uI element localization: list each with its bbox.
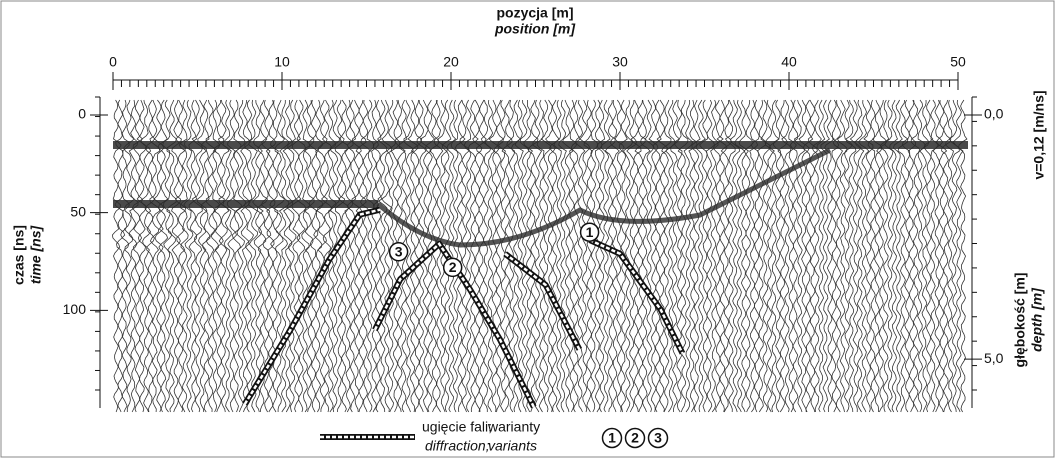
y-tick-label: 100 [63,301,87,317]
y-tick-label: 0 [78,106,86,122]
subtitle: position [m] [494,21,576,37]
legend-entry: 3 [654,430,662,446]
y2-label-en: depth [m] [1029,287,1045,352]
variant-label: 2 [449,259,457,275]
variant-label: 3 [395,243,403,259]
y-label-en: time [ns] [28,224,44,284]
y2-tick-label: 0,0 [984,106,1004,122]
reflector [113,200,378,208]
y2-tick-label: 5,0 [984,350,1004,366]
legend-label-en: diffraction; [425,438,490,454]
figure: pozycja [m] position [m] czas [ns] time … [0,0,1055,458]
x-tick-label: 0 [109,54,117,70]
velocity-label: v=0,12 [m/ns] [1031,90,1047,179]
variant-label: 1 [586,224,594,240]
legend-label: ugięcie fali; [422,419,492,435]
legend-entry: 1 [608,430,616,446]
title: pozycja [m] [496,5,573,21]
x-tick-label: 10 [274,54,290,70]
x-tick-label: 50 [950,54,966,70]
legend-variants: warianty [487,419,540,435]
legend-entry: 2 [631,430,639,446]
x-tick-label: 40 [781,54,797,70]
x-tick-label: 20 [443,54,459,70]
legend-variants-en: variants [488,438,537,454]
y2-label: głębokość [m] [1012,273,1028,368]
y-label: czas [ns] [11,225,27,285]
x-tick-label: 30 [612,54,628,70]
y-tick-label: 50 [70,203,86,219]
reflector [113,141,968,149]
